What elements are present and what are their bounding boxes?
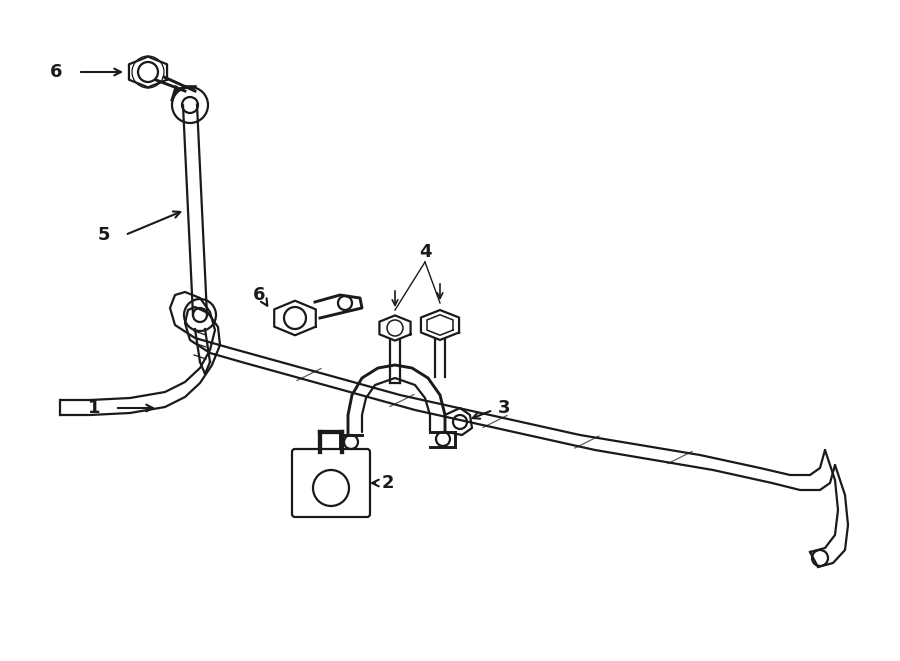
Text: 3: 3 [498,399,510,417]
Text: 6: 6 [253,286,265,304]
FancyBboxPatch shape [292,449,370,517]
Text: 2: 2 [382,474,394,492]
Text: 5: 5 [97,226,110,244]
Text: 4: 4 [418,243,431,261]
Text: 1: 1 [87,399,100,417]
Text: 6: 6 [50,63,62,81]
